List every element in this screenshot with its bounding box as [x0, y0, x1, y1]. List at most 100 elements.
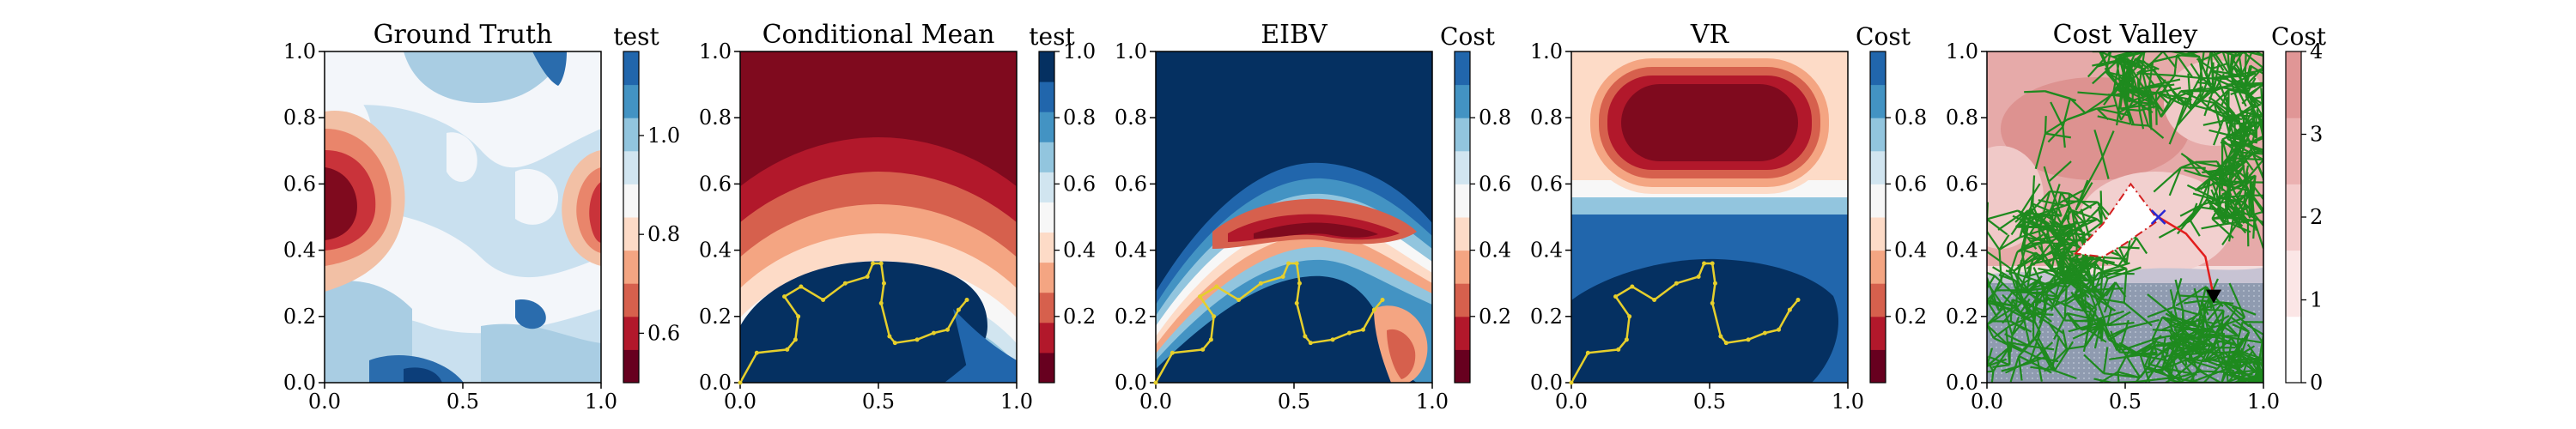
tree-edge — [2255, 51, 2263, 57]
tree-edge — [2177, 356, 2194, 377]
colorbar-frame — [1038, 51, 1055, 384]
tree-edge — [2230, 369, 2263, 374]
path-waypoint — [1346, 330, 1352, 335]
panel-title: Ground Truth — [374, 20, 553, 50]
tree-edge — [2030, 366, 2056, 372]
tree-edge — [2199, 334, 2219, 338]
tree-edge — [2002, 293, 2021, 314]
colorbar-segment — [1039, 292, 1054, 323]
tree-edge — [2162, 316, 2198, 328]
tree-edge — [2154, 93, 2158, 125]
tree-edge — [2144, 356, 2163, 383]
tree-edge — [2153, 75, 2176, 105]
y-tick-label: 1.0 — [283, 39, 316, 63]
path-waypoint — [892, 341, 897, 346]
colorbar-tick-label: 0.4 — [1479, 239, 1511, 263]
tree-edge — [2179, 294, 2210, 299]
tree-edge — [2069, 259, 2103, 271]
colorbar-tick-label: 1 — [2310, 288, 2323, 312]
tree-edge — [2084, 208, 2100, 224]
tree-edge — [2020, 301, 2034, 320]
tree-edge — [2168, 125, 2178, 145]
tree-edge — [2077, 91, 2113, 97]
tree-edge — [2165, 377, 2175, 383]
tree-edge — [2158, 220, 2191, 239]
tree-edge — [2012, 299, 2047, 312]
tree-edge — [2205, 51, 2212, 75]
tree-edge — [2048, 184, 2061, 215]
y-tick-label: 0.0 — [1530, 371, 1563, 395]
colorbar-segment — [2286, 118, 2301, 184]
tree-edge — [2184, 358, 2203, 372]
tree-edge — [2224, 149, 2241, 180]
tree-edge — [2197, 57, 2204, 82]
tree-edge — [2072, 307, 2091, 313]
x-tick-label: 1.0 — [1416, 390, 1449, 414]
y-tick-label: 1.0 — [1946, 39, 1978, 63]
tree-edge — [2168, 322, 2178, 342]
tree-edge — [2099, 322, 2111, 341]
tree-edge — [2057, 264, 2077, 269]
path-waypoint — [1294, 261, 1299, 266]
planned-path — [2157, 215, 2215, 297]
tree-edge — [2234, 190, 2250, 207]
path-waypoint — [1236, 298, 1242, 302]
tree-edge — [2240, 373, 2260, 381]
tree-edge — [2227, 141, 2236, 160]
path-waypoint — [1170, 350, 1175, 355]
colorbar-tick-label: 0.2 — [1894, 305, 1927, 329]
tree-edge — [2047, 321, 2068, 350]
tree-edge — [1987, 355, 2010, 366]
tree-edge — [2075, 275, 2084, 291]
colorbar-segment — [623, 184, 639, 218]
colorbar-tick-label: 3 — [2310, 123, 2323, 147]
tree-edge — [2157, 92, 2171, 106]
tree-edge — [2076, 221, 2103, 242]
tree-edge — [2248, 378, 2263, 383]
tree-edge — [2044, 90, 2077, 102]
tree-edge — [2161, 322, 2180, 331]
tree-edge — [2250, 64, 2263, 75]
colorbar-segment — [1455, 118, 1470, 152]
tree-edge — [2044, 222, 2055, 256]
path-waypoint — [1280, 274, 1285, 279]
tree-edge — [2139, 342, 2160, 356]
path-waypoint — [1212, 314, 1217, 319]
tree-edge — [2251, 175, 2257, 195]
tree-edge — [2229, 160, 2247, 175]
tree-edge — [2081, 274, 2105, 298]
colorbar-segment — [1455, 316, 1470, 350]
x-tick-label: 1.0 — [1832, 390, 1864, 414]
heatmap-field — [325, 51, 601, 383]
colorbar-segment — [1870, 51, 1886, 86]
tree-edge — [2189, 202, 2198, 221]
colorbar-tick-label: 0.6 — [647, 321, 680, 345]
path-waypoint — [1787, 307, 1792, 312]
tree-edge — [2221, 310, 2225, 326]
tree-edge — [2180, 152, 2204, 170]
tree-edge — [2172, 51, 2200, 58]
tree-edge — [2189, 347, 2218, 361]
colorbar-tick-label: 0.8 — [1479, 106, 1511, 130]
tree-edge — [2213, 102, 2222, 130]
y-tick-label: 0.8 — [1530, 106, 1563, 130]
tree-edge — [2121, 90, 2150, 95]
tree-edge — [2190, 338, 2218, 349]
tree-edge — [2136, 377, 2171, 383]
path-waypoint — [1308, 341, 1313, 346]
x-tick-label: 0.5 — [447, 390, 479, 414]
tree-edge — [2234, 205, 2245, 224]
tree-edge — [2176, 317, 2197, 325]
tree-edge — [2208, 297, 2222, 329]
y-tick-label: 0.8 — [283, 106, 316, 130]
tree-edge — [2198, 206, 2227, 213]
x-axis: 0.0 0.5 1.0 — [1139, 383, 1449, 414]
tree-edge — [2221, 353, 2227, 370]
y-tick-label: 1.0 — [1115, 39, 1147, 63]
tree-edge — [2032, 273, 2057, 304]
tree-edge — [2229, 169, 2247, 188]
colorbar-segment — [1039, 82, 1054, 112]
tree-edge — [2136, 90, 2150, 126]
